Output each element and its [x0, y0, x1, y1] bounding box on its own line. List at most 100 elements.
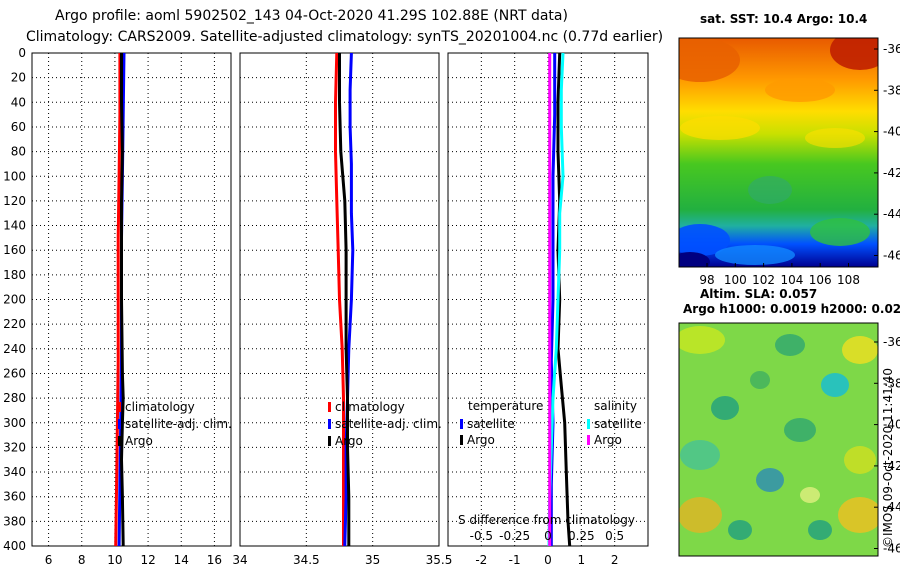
series-line-climatology: [114, 53, 122, 547]
legend-satellite-adj: satellite-adj. clim.: [335, 417, 442, 431]
s-axis-tick-label: -0.5: [470, 529, 493, 543]
sst-y-tick-label: -36: [883, 42, 900, 56]
x-tick-label: 2: [611, 553, 619, 567]
series-line-temperature-argo: [556, 52, 572, 547]
depth-tick-label: 280: [3, 391, 26, 405]
sla-title-2: Argo h1000: 0.0019 h2000: 0.02: [683, 302, 900, 316]
temperature-panel-frame: [31, 52, 232, 547]
x-tick-label: 1: [578, 553, 586, 567]
s-difference-label: S difference from climatology: [458, 513, 635, 527]
x-tick-label: 14: [174, 553, 189, 567]
sla-y-tick-label: -36: [883, 335, 900, 349]
depth-tick-label: 60: [11, 120, 26, 134]
depth-tick-label: 140: [3, 219, 26, 233]
legend-temp-satellite: satellite: [467, 417, 515, 431]
depth-tick-label: 0: [18, 46, 26, 60]
series-line-argo: [338, 53, 351, 546]
x-tick-label: 35.5: [426, 553, 453, 567]
x-tick-label: 12: [140, 553, 155, 567]
legend-climatology: climatology: [125, 400, 195, 414]
legend-swatch-temp-argo: [460, 435, 463, 445]
legend-swatch-temp-satellite: [460, 419, 463, 429]
temperature-legend: climatology satellite-adj. clim. Argo: [118, 400, 232, 448]
depth-tick-label: 260: [3, 366, 26, 380]
x-tick-label: 10: [107, 553, 122, 567]
x-tick-label: 8: [78, 553, 86, 567]
depth-tick-label: 340: [3, 465, 26, 479]
sla-title-1: Altim. SLA: 0.057: [700, 287, 817, 301]
sst-map-frame: [678, 37, 879, 268]
legend-swatch-climatology: [328, 402, 331, 412]
legend-swatch-satellite: [328, 419, 331, 429]
depth-axis: 0 20 40 60 80 100 120 140 160 180 200 220 240 260 280 3…: [3, 46, 26, 553]
sst-y-tick-label: -42: [883, 166, 900, 180]
salinity-legend: climatology satellite-adj. clim. Argo: [328, 400, 442, 448]
series-line-argo: [120, 53, 125, 547]
imos-credit: ©IMOS 09-Oct-2020 11:41:40: [881, 368, 895, 548]
sst-x-tick-label: 104: [780, 273, 803, 287]
depth-tick-label: 80: [11, 145, 26, 159]
depth-tick-label: 240: [3, 342, 26, 356]
legend-swatch-climatology: [118, 402, 121, 412]
x-tick-label: 0: [544, 553, 552, 567]
legend-sal-argo: Argo: [594, 433, 622, 447]
sst-x-tick-label: 102: [752, 273, 775, 287]
x-tick-label: -1: [509, 553, 521, 567]
s-difference-axis: -0.5 -0.25 0 0.25 0.5: [470, 529, 625, 543]
sst-x-tick-label: 100: [724, 273, 747, 287]
depth-tick-label: 320: [3, 440, 26, 454]
series-line-satellite-adj-clim-: [343, 52, 355, 547]
sla-y-tick-label: -38: [883, 376, 900, 390]
depth-tick-label: 40: [11, 95, 26, 109]
sla-y-tick-label: -40: [883, 418, 900, 432]
legend-swatch-sal-argo: [587, 435, 590, 445]
x-tick-label: 6: [45, 553, 53, 567]
sst-map-axes: 98 100 102 104 106 108 -36 -38 -40 -42 -44 -46: [699, 42, 900, 287]
sst-map-title: sat. SST: 10.4 Argo: 10.4: [700, 12, 867, 26]
legend-swatch-satellite: [118, 419, 121, 429]
legend-climatology: climatology: [335, 400, 405, 414]
title-line-2: Climatology: CARS2009. Satellite-adjuste…: [26, 29, 663, 45]
depth-tick-label: 220: [3, 317, 26, 331]
legend-satellite-adj: satellite-adj. clim.: [125, 417, 232, 431]
x-tick-label: 34.5: [293, 553, 320, 567]
title-line-1: Argo profile: aoml 5902502_143 04-Oct-20…: [55, 8, 568, 24]
x-axis-ticks: 6 8 10 12 14 16 34 34.5 35 35.5 -2 -1 0 1 2: [45, 553, 619, 567]
legend-temp-argo: Argo: [467, 433, 495, 447]
profile-curves: [114, 52, 572, 547]
depth-tick-label: 100: [3, 169, 26, 183]
depth-tick-label: 120: [3, 194, 26, 208]
s-axis-tick-label: 0.5: [605, 529, 624, 543]
sla-map-frame: [678, 322, 879, 557]
sst-x-tick-label: 106: [809, 273, 832, 287]
x-tick-label: 35: [365, 553, 380, 567]
x-tick-label: 34: [232, 553, 247, 567]
depth-tick-label: 300: [3, 416, 26, 430]
sst-y-tick-label: -44: [883, 207, 900, 221]
sst-map: [679, 38, 878, 267]
sst-y-tick-label: -40: [883, 125, 900, 139]
sla-map: [679, 323, 878, 556]
depth-tick-label: 180: [3, 268, 26, 282]
depth-tick-label: 200: [3, 293, 26, 307]
legend-swatch-sal-satellite: [587, 419, 590, 429]
legend-swatch-argo: [328, 436, 331, 446]
sla-y-tick-label: -46: [883, 542, 900, 556]
legend-sal-satellite: satellite: [594, 417, 642, 431]
sst-y-tick-label: -38: [883, 83, 900, 97]
depth-tick-label: 360: [3, 490, 26, 504]
legend-header-salinity: salinity: [594, 399, 637, 413]
legend-header-temperature: temperature: [468, 399, 543, 413]
s-axis-tick-label: -0.25: [499, 529, 530, 543]
depth-tick-label: 160: [3, 243, 26, 257]
legend-argo: Argo: [125, 434, 153, 448]
depth-tick-label: 20: [11, 71, 26, 85]
s-axis-tick-label: 0: [544, 529, 552, 543]
sla-y-tick-label: -44: [883, 500, 900, 514]
x-tick-label: -2: [475, 553, 487, 567]
sst-x-tick-label: 108: [837, 273, 860, 287]
depth-tick-label: 380: [3, 514, 26, 528]
sst-y-tick-label: -46: [883, 249, 900, 263]
s-axis-tick-label: 0.25: [568, 529, 595, 543]
